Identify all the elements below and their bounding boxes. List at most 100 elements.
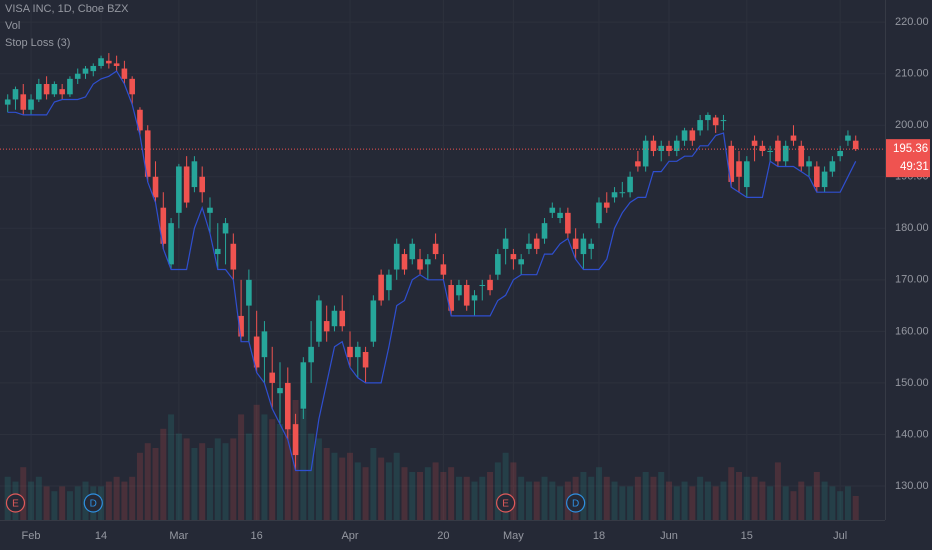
volume-bar bbox=[533, 481, 540, 520]
candle-body bbox=[432, 243, 439, 255]
candle-body bbox=[712, 117, 719, 126]
volume-bar bbox=[549, 481, 556, 520]
volume-bar bbox=[113, 476, 120, 520]
candle-body bbox=[658, 145, 665, 152]
x-tick-label: May bbox=[503, 530, 524, 542]
volume-bar bbox=[759, 481, 766, 520]
volume-bar bbox=[43, 486, 50, 520]
candle-body bbox=[502, 238, 509, 249]
volume-bar bbox=[168, 414, 175, 520]
volume-bar bbox=[852, 496, 859, 520]
volume-bar bbox=[183, 438, 190, 520]
volume-bar bbox=[689, 486, 696, 520]
candle-body bbox=[837, 151, 843, 157]
volume-bar bbox=[28, 481, 35, 520]
volume-bar bbox=[518, 476, 525, 520]
volume-bar bbox=[245, 433, 252, 520]
last-price-box bbox=[886, 139, 930, 178]
candle-body bbox=[393, 243, 400, 270]
candle-body bbox=[207, 207, 213, 213]
volume-bar bbox=[751, 476, 758, 520]
volume-bar bbox=[471, 481, 478, 520]
candle-body bbox=[549, 207, 556, 213]
candle-body bbox=[98, 58, 104, 66]
x-tick-label: Feb bbox=[22, 530, 41, 542]
volume-bar bbox=[774, 462, 781, 520]
candle-body bbox=[650, 140, 657, 152]
volume-bar bbox=[129, 476, 136, 520]
candle-body bbox=[51, 84, 58, 95]
volume-bar bbox=[261, 414, 268, 520]
volume-bar bbox=[829, 486, 836, 520]
candle-body bbox=[4, 99, 11, 105]
candle-body bbox=[36, 84, 42, 100]
candle-body bbox=[378, 274, 384, 301]
candle-body bbox=[168, 223, 174, 265]
volume-bar bbox=[378, 457, 385, 520]
volume-bar bbox=[627, 486, 634, 520]
volume-bar bbox=[152, 448, 159, 520]
candle-body bbox=[806, 161, 812, 167]
volume-bar bbox=[666, 481, 672, 520]
candle-body bbox=[129, 78, 135, 95]
candle-body bbox=[74, 73, 81, 79]
volume-bar bbox=[790, 491, 797, 520]
y-tick-label: 170.00 bbox=[895, 274, 929, 286]
volume-bar bbox=[432, 462, 439, 520]
candle-body bbox=[526, 243, 532, 249]
volume-bar bbox=[339, 457, 346, 520]
volume-bar bbox=[300, 409, 307, 520]
candle-body bbox=[261, 331, 268, 358]
x-tick-label: 15 bbox=[741, 530, 753, 542]
event-label: E bbox=[502, 499, 509, 510]
event-label: D bbox=[572, 499, 579, 510]
candle-body bbox=[479, 284, 486, 286]
candle-body bbox=[362, 351, 369, 368]
volume-bar bbox=[634, 476, 641, 520]
volume-bar bbox=[206, 448, 213, 520]
candle-body bbox=[448, 284, 454, 311]
volume-bar bbox=[393, 452, 400, 520]
volume-bar bbox=[51, 491, 58, 520]
candle-body bbox=[331, 310, 338, 327]
candle-body bbox=[160, 207, 167, 244]
candle-body bbox=[269, 372, 276, 383]
volume-bar bbox=[284, 428, 291, 520]
candle-body bbox=[409, 243, 416, 260]
candle-body bbox=[673, 140, 680, 152]
volume-bar bbox=[66, 491, 73, 520]
candle-body bbox=[541, 223, 548, 239]
candle-body bbox=[300, 362, 307, 409]
volume-bar bbox=[510, 462, 517, 520]
candle-body bbox=[137, 109, 143, 131]
candle-body bbox=[790, 135, 797, 141]
candle-body bbox=[798, 145, 805, 167]
candle-body bbox=[191, 161, 198, 188]
volume-bar bbox=[20, 467, 27, 520]
candle-body bbox=[12, 89, 19, 100]
candle-body bbox=[214, 248, 221, 255]
candle-body bbox=[751, 140, 758, 146]
candle-body bbox=[619, 192, 626, 194]
candle-body bbox=[253, 336, 260, 368]
volume-bar bbox=[354, 462, 361, 520]
x-tick-label: Jun bbox=[660, 530, 678, 542]
candle-body bbox=[689, 130, 696, 141]
volume-bar bbox=[541, 476, 548, 520]
volume-bar bbox=[619, 486, 626, 520]
candle-body bbox=[845, 135, 851, 141]
candle-body bbox=[152, 176, 159, 198]
volume-bar bbox=[409, 472, 416, 520]
volume-bar bbox=[347, 452, 354, 520]
volume-bar bbox=[650, 476, 657, 520]
volume-bar bbox=[494, 462, 501, 520]
candle-body bbox=[246, 279, 252, 306]
volume-bar bbox=[767, 486, 774, 520]
candle-body bbox=[316, 300, 322, 342]
x-tick-label: 14 bbox=[95, 530, 107, 542]
volume-bar bbox=[821, 481, 828, 520]
x-tick-label: Jul bbox=[833, 530, 847, 542]
volume-bar bbox=[743, 476, 750, 520]
